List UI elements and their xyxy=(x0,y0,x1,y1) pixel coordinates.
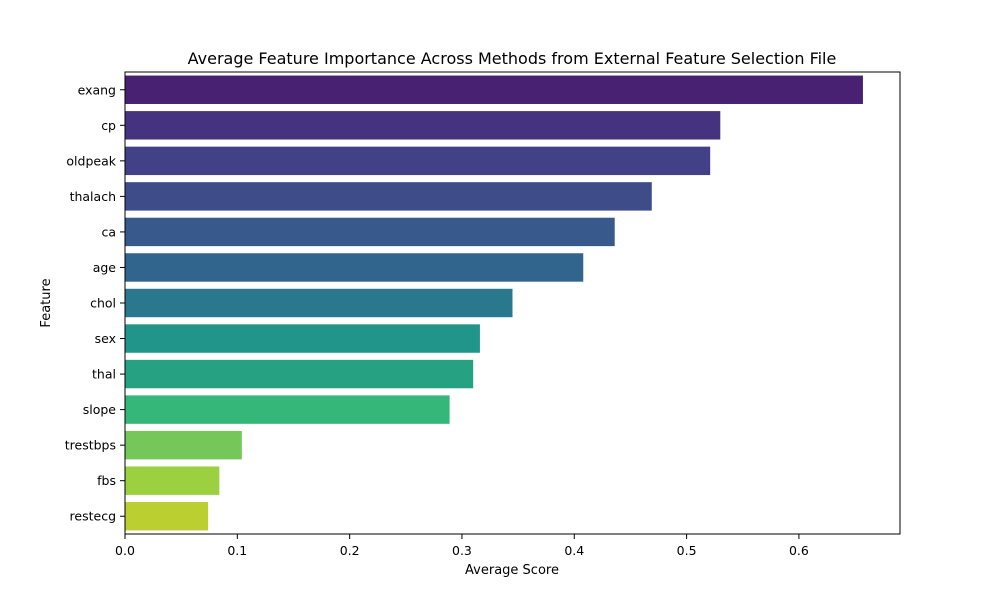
bar-slope xyxy=(125,395,450,424)
y-tick-label-sex: sex xyxy=(95,331,116,346)
y-tick-label-chol: chol xyxy=(90,296,116,311)
plot-frame xyxy=(124,71,901,535)
y-axis-ticks: exang cp oldpeak thalach ca age chol sex thal slo… xyxy=(65,82,125,524)
x-tick-label: 0.6 xyxy=(789,543,809,558)
x-axis-label: Average Score xyxy=(465,563,559,578)
bar-exang xyxy=(125,75,863,104)
x-tick-label: 0.5 xyxy=(677,543,697,558)
x-tick-label: 0.0 xyxy=(115,543,135,558)
y-tick-label-thalach: thalach xyxy=(70,189,116,204)
bar-chol xyxy=(125,288,513,318)
x-tick-label: 0.4 xyxy=(564,543,584,558)
y-tick-label-cp: cp xyxy=(101,118,116,133)
y-tick-label-exang: exang xyxy=(78,82,116,97)
x-tick-label: 0.2 xyxy=(340,543,360,558)
x-tick-label: 0.3 xyxy=(452,543,472,558)
y-tick-label-thal: thal xyxy=(92,367,116,382)
y-tick-label-oldpeak: oldpeak xyxy=(66,153,116,168)
y-axis-label: Feature xyxy=(39,278,54,327)
bar-fbs xyxy=(125,466,220,495)
y-tick-label-restecg: restecg xyxy=(70,509,116,524)
bar-trestbps xyxy=(125,430,242,460)
bar-oldpeak xyxy=(125,146,711,176)
y-tick-label-age: age xyxy=(93,260,117,275)
y-tick-label-slope: slope xyxy=(83,402,117,417)
y-tick-label-fbs: fbs xyxy=(97,473,116,488)
bar-age xyxy=(125,253,584,282)
bar-sex xyxy=(125,324,480,353)
bar-cp xyxy=(125,111,721,140)
bar-restecg xyxy=(125,502,209,531)
bar-ca xyxy=(125,217,615,247)
x-axis-ticks: 0.0 0.1 0.2 0.3 0.4 0.5 0.6 xyxy=(115,534,809,558)
bar-thal xyxy=(125,359,474,389)
y-tick-label-ca: ca xyxy=(101,224,116,239)
bar-thalach xyxy=(125,182,652,211)
chart-title: Average Feature Importance Across Method… xyxy=(188,49,837,68)
x-tick-label: 0.1 xyxy=(227,543,247,558)
bars-group xyxy=(125,75,863,531)
y-tick-label-trestbps: trestbps xyxy=(65,438,116,453)
